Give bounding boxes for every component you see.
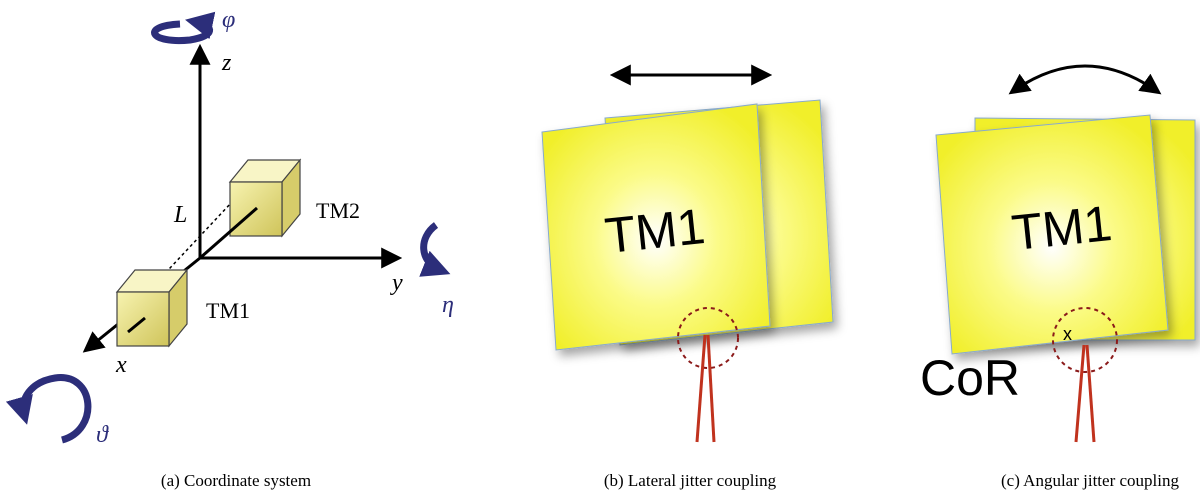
label-eta: η — [442, 292, 454, 318]
cor-circle — [1052, 307, 1118, 373]
tm1-axis — [127, 316, 146, 334]
caption: (c) Angular jitter coupling — [1001, 471, 1179, 490]
beam — [706, 334, 716, 443]
beam — [1085, 344, 1096, 443]
mass-label: TM1 — [1009, 195, 1114, 261]
panel-lateral: TM1 (b) Lateral jitter coupling — [541, 64, 834, 490]
caption: (b) Lateral jitter coupling — [604, 471, 777, 490]
rotation-eta — [419, 222, 451, 277]
label-tm2: TM2 — [316, 198, 360, 223]
label-theta: ϑ — [96, 422, 109, 448]
rotation-phi — [151, 11, 216, 45]
label-tm1: TM1 — [206, 298, 250, 323]
panel-coordinate-system: φ z L TM2 y η TM1 x ϑ (a) Coordinate sys… — [5, 7, 454, 490]
label-l: L — [173, 202, 187, 228]
beam — [1074, 344, 1086, 443]
label-y: y — [390, 270, 403, 296]
caption: (a) Coordinate system — [161, 471, 311, 490]
beam — [695, 334, 707, 443]
cor-marker: x — [1063, 324, 1072, 344]
label-x: x — [115, 352, 127, 378]
cube-tm1 — [115, 268, 189, 348]
label-z: z — [221, 50, 232, 76]
cor-label: CoR — [920, 350, 1020, 406]
cor-circle — [677, 307, 739, 369]
tm2-axis — [199, 206, 258, 260]
rotation-theta — [5, 374, 92, 444]
angular-arrow — [1008, 64, 1162, 95]
test-mass — [541, 103, 771, 351]
label-phi: φ — [222, 7, 235, 33]
test-mass — [935, 114, 1169, 355]
panel-angular: TM1 x CoR (c) Angular jitter coupling — [920, 64, 1196, 490]
cube-tm2 — [228, 158, 302, 238]
mass-label: TM1 — [602, 198, 707, 264]
